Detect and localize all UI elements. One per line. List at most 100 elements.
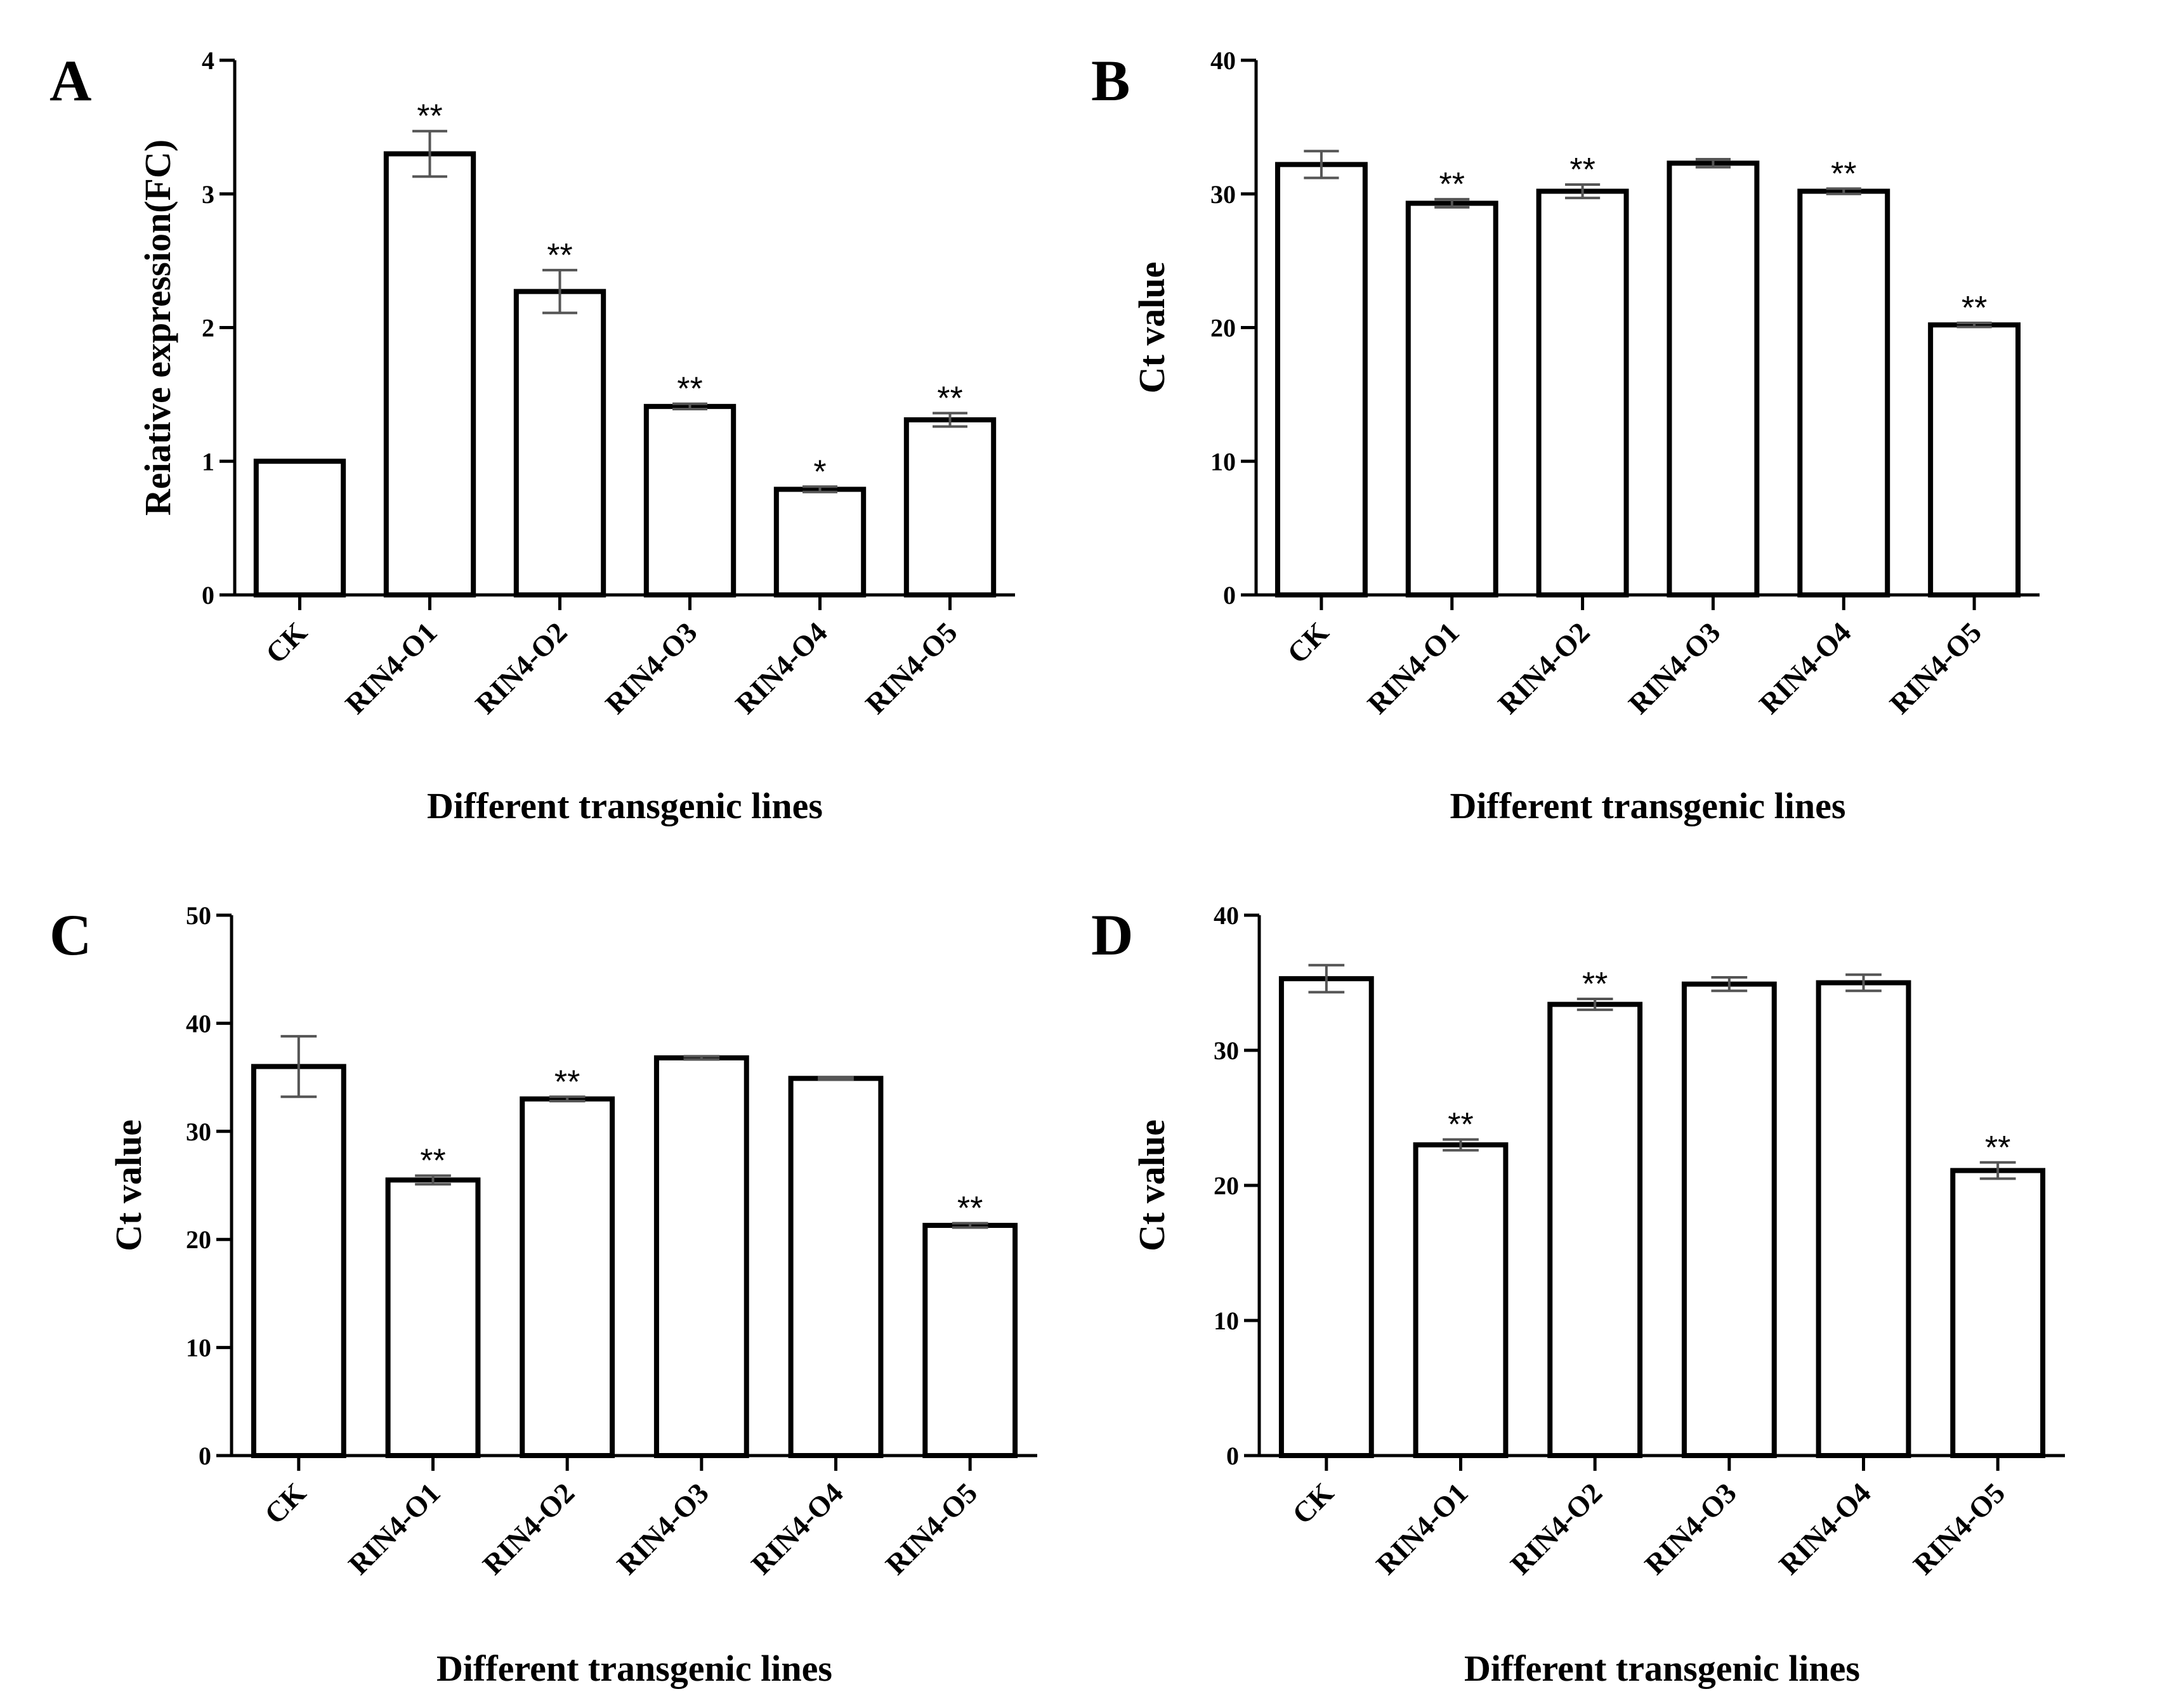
bar xyxy=(513,289,606,597)
bar xyxy=(1278,976,1374,1458)
bar xyxy=(1928,322,2021,597)
x-tick-label: RIN4-O1 xyxy=(1361,616,1465,720)
panel-a: A 0 1 2 3 4 CK ** RIN4-O1 ** RIN4-O2 ** RIN4-O3 * RIN4… xyxy=(49,46,1015,826)
x-tick-label: RIN4-O1 xyxy=(1370,1477,1474,1581)
bar xyxy=(903,417,997,597)
x-tick-label: RIN4-O3 xyxy=(611,1477,715,1581)
x-tick-label: RIN4-O2 xyxy=(476,1477,580,1581)
y-tick-label: 3 xyxy=(202,180,214,209)
significance-mark: ** xyxy=(417,98,442,135)
y-tick-label: 50 xyxy=(186,901,211,930)
y-tick-label: 0 xyxy=(202,581,214,610)
y-tick-label: 30 xyxy=(1210,180,1236,209)
significance-mark: ** xyxy=(677,371,702,408)
y-tick-label: 30 xyxy=(186,1118,211,1146)
y-tick-label: 20 xyxy=(1214,1171,1239,1200)
panel-letter: C xyxy=(49,903,91,967)
bar xyxy=(385,1177,481,1458)
significance-mark: ** xyxy=(937,380,962,417)
bar xyxy=(1816,980,1911,1458)
significance-mark: ** xyxy=(1569,152,1595,188)
panel-letter: A xyxy=(49,48,91,113)
bar xyxy=(520,1096,615,1459)
bar xyxy=(1536,188,1629,598)
bar xyxy=(1681,981,1777,1458)
bar xyxy=(383,151,476,597)
x-tick-label: CK xyxy=(259,616,313,670)
bar xyxy=(1274,162,1368,597)
panel-d: D 0 10 20 30 40 CK ** RIN4-O1 ** RIN4-O2 RIN4-O3 RIN… xyxy=(1091,901,2065,1689)
x-tick-label: RIN4-O3 xyxy=(599,616,703,720)
x-tick-label: RIN4-O4 xyxy=(1753,616,1857,720)
x-axis-label: Different transgenic lines xyxy=(1464,1648,1860,1689)
y-tick-label: 0 xyxy=(199,1442,211,1470)
x-axis-label: Different transgenic lines xyxy=(427,785,823,826)
y-tick-label: 40 xyxy=(1214,901,1239,930)
bar xyxy=(253,459,346,597)
y-tick-label: 20 xyxy=(1210,314,1236,342)
x-tick-label: RIN4-O4 xyxy=(729,616,833,720)
bar xyxy=(922,1223,1018,1458)
significance-mark: ** xyxy=(554,1064,580,1100)
y-axis-label: Ct value xyxy=(1131,262,1172,394)
x-tick-label: RIN4-O5 xyxy=(859,616,963,720)
x-tick-label: RIN4-O1 xyxy=(339,616,443,720)
bar xyxy=(1667,160,1760,597)
x-tick-label: RIN4-O2 xyxy=(1491,616,1595,720)
x-tick-label: RIN4-O5 xyxy=(879,1477,983,1581)
x-tick-label: CK xyxy=(1281,616,1335,670)
bar xyxy=(1413,1142,1509,1458)
y-tick-label: 20 xyxy=(186,1225,211,1254)
bar xyxy=(788,1076,884,1458)
y-tick-label: 0 xyxy=(1223,581,1236,610)
y-axis-label: Reiative expression(FC) xyxy=(137,140,178,516)
bar xyxy=(653,1055,749,1458)
y-axis-label: Ct value xyxy=(1131,1119,1172,1251)
x-tick-label: RIN4-O1 xyxy=(342,1477,446,1581)
x-tick-label: CK xyxy=(258,1477,312,1530)
significance-mark: ** xyxy=(1831,155,1856,192)
y-tick-label: 10 xyxy=(186,1334,211,1362)
significance-mark: ** xyxy=(957,1190,983,1227)
y-axis-label: Ct value xyxy=(108,1119,149,1251)
bar xyxy=(643,403,737,598)
significance-mark: ** xyxy=(420,1143,445,1180)
significance-mark: ** xyxy=(1985,1130,2010,1166)
x-tick-label: RIN4-O3 xyxy=(1622,616,1726,720)
panel-letter: B xyxy=(1091,48,1130,113)
x-tick-label: RIN4-O5 xyxy=(1907,1477,2011,1581)
y-tick-label: 10 xyxy=(1210,447,1236,476)
y-tick-label: 10 xyxy=(1214,1307,1239,1335)
x-tick-label: RIN4-O4 xyxy=(1772,1477,1877,1581)
y-tick-label: 30 xyxy=(1214,1036,1239,1065)
x-tick-label: RIN4-O4 xyxy=(745,1477,849,1581)
y-tick-label: 40 xyxy=(186,1009,211,1038)
bar xyxy=(773,486,867,597)
x-tick-label: RIN4-O3 xyxy=(1639,1477,1743,1581)
significance-mark: ** xyxy=(1582,966,1608,1003)
panel-b: B 0 10 20 30 40 CK ** RIN4-O1 ** RIN4-O2 RIN4-O3 ** R… xyxy=(1091,46,2040,826)
bar xyxy=(1797,188,1890,598)
y-tick-label: 4 xyxy=(202,46,214,75)
x-tick-label: RIN4-O2 xyxy=(469,616,573,720)
x-axis-label: Different transgenic lines xyxy=(436,1648,832,1689)
significance-mark: ** xyxy=(1962,290,1987,327)
bar xyxy=(1950,1168,2046,1458)
bar xyxy=(251,1064,346,1459)
significance-mark: ** xyxy=(547,237,572,274)
y-tick-label: 1 xyxy=(202,447,214,476)
x-tick-label: RIN4-O5 xyxy=(1884,616,1988,720)
bar xyxy=(1547,1001,1643,1458)
y-tick-label: 0 xyxy=(1226,1442,1239,1470)
panel-c: C 0 10 20 30 40 50 CK ** RIN4-O1 ** RIN4-O2 RIN4-O3 R… xyxy=(49,901,1037,1689)
significance-mark: * xyxy=(813,453,826,490)
significance-mark: ** xyxy=(1439,166,1465,203)
x-axis-label: Different transgenic lines xyxy=(1450,785,1846,826)
x-tick-label: RIN4-O2 xyxy=(1504,1477,1608,1581)
y-tick-label: 40 xyxy=(1210,46,1236,75)
x-tick-label: CK xyxy=(1286,1477,1340,1530)
panel-letter: D xyxy=(1091,903,1133,967)
significance-mark: ** xyxy=(1448,1107,1473,1144)
y-tick-label: 2 xyxy=(202,314,214,342)
